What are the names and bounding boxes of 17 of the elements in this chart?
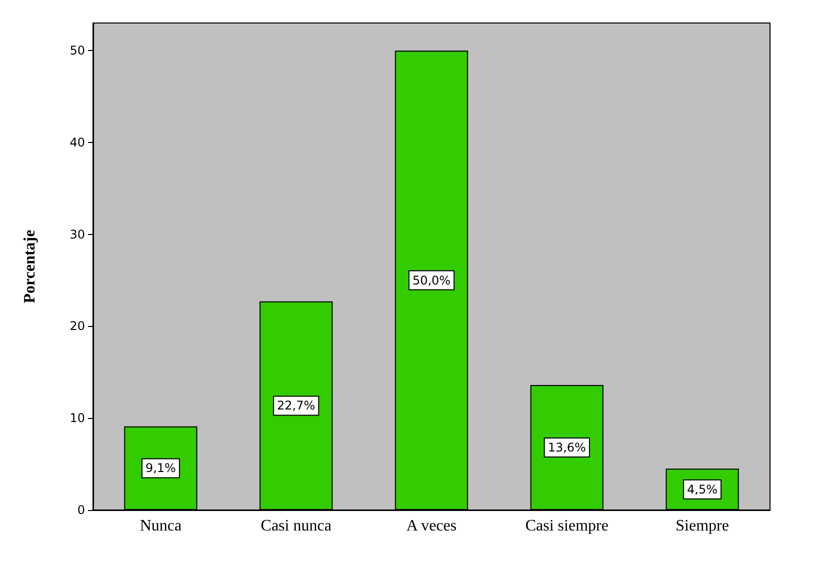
x-tick-label: Casi siempre bbox=[525, 518, 608, 534]
y-tick-label: 40 bbox=[70, 135, 85, 150]
y-tick-label: 50 bbox=[70, 44, 85, 58]
data-label: 50,0% bbox=[412, 273, 451, 288]
y-tick-label: 0 bbox=[77, 503, 85, 517]
x-tick-label: Nunca bbox=[140, 518, 182, 534]
data-label: 4,5% bbox=[687, 482, 718, 496]
x-tick-label: A veces bbox=[406, 518, 457, 534]
data-label: 13,6% bbox=[548, 440, 586, 455]
y-tick-label: 10 bbox=[70, 411, 85, 426]
data-label: 9,1% bbox=[145, 461, 176, 476]
y-tick-label: 30 bbox=[70, 227, 85, 242]
x-tick-label: Casi nunca bbox=[260, 518, 332, 534]
x-tick-label: Siempre bbox=[676, 518, 729, 534]
data-label: 22,7% bbox=[277, 398, 316, 413]
y-tick-label: 20 bbox=[70, 319, 85, 334]
y-axis-title: Porcentaje bbox=[22, 230, 38, 304]
